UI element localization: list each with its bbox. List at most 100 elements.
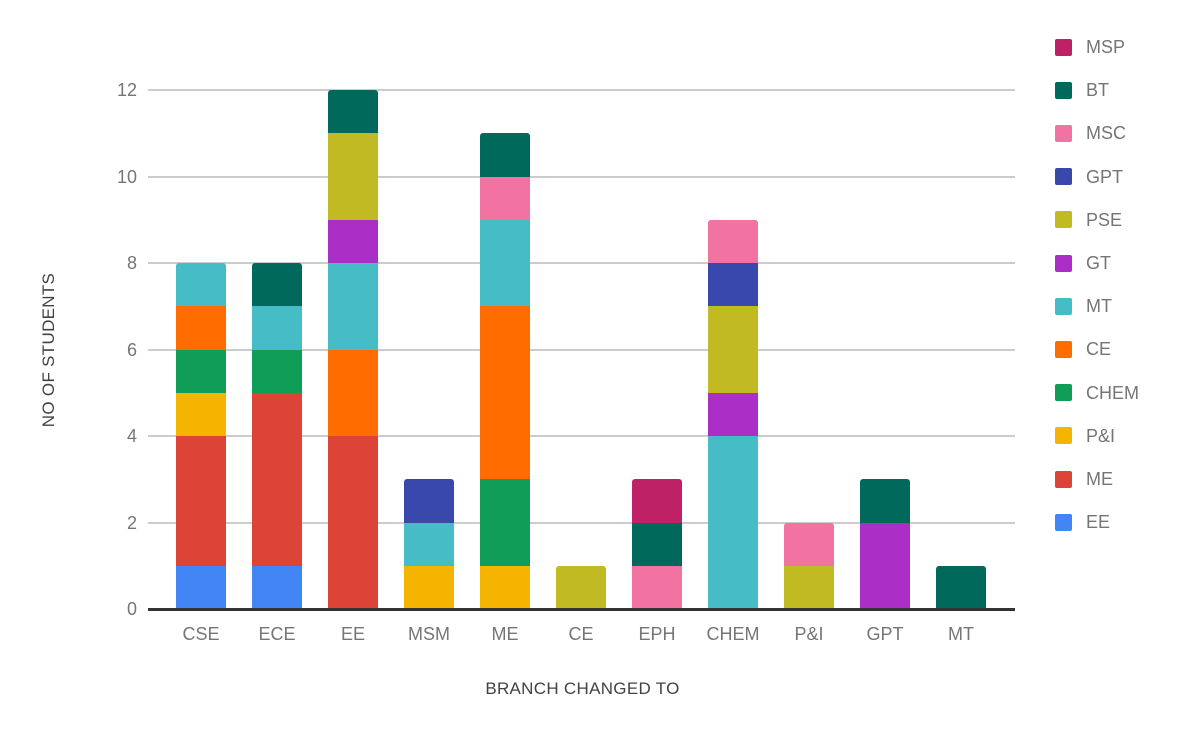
gridline-10	[148, 175, 1015, 178]
bar-segment-ECE-CHEM	[252, 349, 302, 393]
bar-segment-ME-P&I	[480, 565, 530, 609]
legend-swatch-GPT	[1055, 168, 1072, 186]
legend-swatch-BT	[1055, 81, 1072, 99]
legend-item-EE: EE	[1055, 513, 1110, 531]
bar-segment-P&I-PSE	[784, 565, 834, 609]
legend-label-CE: CE	[1086, 339, 1112, 360]
bar-segment-CSE-MT	[176, 263, 226, 307]
bar-segment-CHEM-MT	[708, 436, 758, 609]
bar-segment-CSE-P&I	[176, 392, 226, 436]
legend-item-CHEM: CHEM	[1055, 384, 1139, 402]
bar-segment-EE-BT	[328, 90, 378, 134]
gridline-12	[148, 89, 1015, 91]
legend-label-MSP: MSP	[1086, 37, 1126, 57]
x-category-label-EE: EE	[340, 624, 365, 644]
bar-segment-MSM-P&I	[404, 565, 454, 609]
legend-swatch-MSP	[1055, 38, 1072, 56]
bar-segment-MSM-MT	[404, 522, 454, 566]
bar-segment-CSE-ME	[176, 436, 226, 566]
bar-segment-ECE-MT	[252, 306, 302, 350]
legend-item-CE: CE	[1055, 340, 1111, 358]
bar-segment-CE-PSE	[556, 565, 606, 609]
bar-segment-GPT-BT	[860, 479, 910, 523]
y-tick-label-4: 4	[126, 426, 137, 446]
legend-item-MSC: MSC	[1055, 124, 1126, 142]
bar-segment-CHEM-GT	[708, 392, 758, 436]
bar-segment-ECE-EE	[252, 565, 302, 609]
bar-segment-ECE-ME	[252, 392, 302, 566]
x-category-label-GPT: GPT	[866, 624, 904, 644]
x-category-label-ME: ME	[491, 624, 519, 644]
x-category-label-MT: MT	[948, 624, 974, 644]
bar-segment-CHEM-PSE	[708, 306, 758, 393]
legend-swatch-EE	[1055, 513, 1072, 531]
legend-label-MT: MT	[1086, 296, 1112, 317]
bar-segment-MT-BT	[936, 565, 986, 609]
legend-label-GPT: GPT	[1086, 166, 1124, 187]
x-category-label-EPH: EPH	[638, 624, 676, 644]
bar-segment-P&I-MSC	[784, 522, 834, 566]
bar-segment-EE-GT	[328, 219, 378, 263]
legend-label-BT: BT	[1086, 80, 1110, 101]
bar-segment-ME-CE	[480, 306, 530, 480]
legend-swatch-MT	[1055, 297, 1072, 315]
y-tick-label-6: 6	[126, 339, 137, 360]
legend-item-PSE: PSE	[1055, 211, 1122, 229]
bar-segment-EE-ME	[328, 436, 378, 609]
bar-segment-GPT-GT	[860, 522, 910, 609]
bar-segment-EE-PSE	[328, 133, 378, 220]
legend-item-MT: MT	[1055, 297, 1112, 315]
bar-segment-EE-MT	[328, 263, 378, 350]
legend-item-BT: BT	[1055, 81, 1109, 99]
y-tick-label-10: 10	[116, 166, 137, 187]
legend-item-ME: ME	[1055, 470, 1113, 488]
legend-item-GT: GT	[1055, 254, 1111, 272]
gridline-8	[148, 262, 1015, 264]
x-category-label-P&I: P&I	[794, 624, 824, 644]
legend-swatch-GT	[1055, 254, 1072, 272]
x-category-label-CSE: CSE	[182, 624, 220, 644]
bar-segment-ME-MSC	[480, 176, 530, 220]
gridline-4	[148, 435, 1015, 437]
legend-swatch-PSE	[1055, 211, 1072, 229]
y-tick-label-2: 2	[126, 512, 137, 533]
legend-swatch-MSC	[1055, 124, 1072, 142]
legend-label-GT: GT	[1086, 253, 1111, 273]
legend-swatch-ME	[1055, 470, 1072, 488]
gridline-6	[148, 348, 1015, 351]
gridline-2	[148, 521, 1015, 524]
bar-segment-ECE-BT	[252, 263, 302, 307]
bar-segment-ME-CHEM	[480, 479, 530, 566]
bar-segment-CHEM-GPT	[708, 263, 758, 307]
bar-segment-EPH-BT	[632, 522, 682, 566]
legend-swatch-CE	[1055, 340, 1072, 358]
legend-item-GPT: GPT	[1055, 168, 1123, 186]
legend-swatch-P&I	[1055, 427, 1072, 445]
legend-label-CHEM: CHEM	[1086, 382, 1139, 403]
x-category-label-ECE: ECE	[258, 624, 296, 644]
legend-label-PSE: PSE	[1086, 209, 1123, 230]
x-axis-baseline	[148, 608, 1015, 611]
y-tick-label-0: 0	[126, 599, 137, 619]
bar-segment-EPH-MSC	[632, 565, 682, 609]
bar-segment-EPH-MSP	[632, 479, 682, 523]
bar-segment-CHEM-MSC	[708, 219, 758, 263]
bar-segment-CSE-CE	[176, 306, 226, 350]
legend-item-MSP: MSP	[1055, 38, 1125, 56]
legend-swatch-CHEM	[1055, 384, 1072, 402]
legend-item-P&I: P&I	[1055, 427, 1115, 445]
legend-label-P&I: P&I	[1086, 425, 1116, 446]
x-category-label-CE: CE	[568, 624, 594, 644]
legend-label-ME: ME	[1086, 469, 1113, 489]
x-category-label-CHEM: CHEM	[706, 624, 760, 644]
bar-segment-EE-CE	[328, 349, 378, 436]
x-category-label-MSM: MSM	[408, 624, 450, 644]
y-tick-label-8: 8	[126, 253, 137, 273]
legend-label-MSC: MSC	[1086, 123, 1126, 144]
y-tick-label-12: 12	[116, 80, 137, 100]
legend-label-EE: EE	[1086, 512, 1111, 533]
bar-segment-CSE-EE	[176, 565, 226, 609]
bar-segment-CSE-CHEM	[176, 349, 226, 393]
bar-segment-ME-MT	[480, 219, 530, 307]
